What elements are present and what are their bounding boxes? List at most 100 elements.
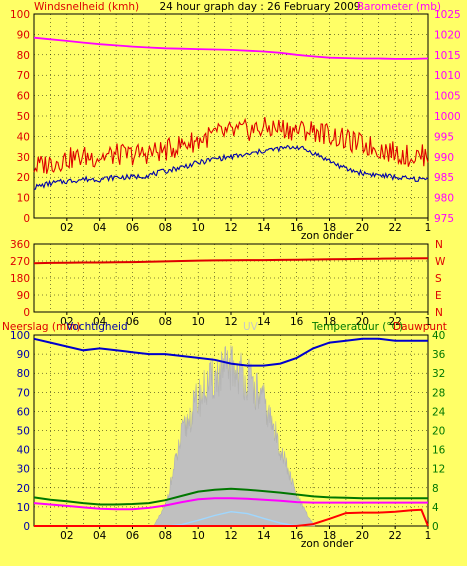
p1-x-tick-label: 16	[290, 222, 304, 234]
p2-x-tick-label: 20	[356, 316, 369, 328]
p1-sunset-annotation: zon onder	[301, 230, 354, 242]
p1-x-tick-label: 10	[191, 222, 204, 234]
p3-right-tick-label: 4	[432, 502, 439, 514]
p3-right-tick-label: 24	[432, 406, 446, 418]
p2-x-tick-label: 1	[425, 316, 432, 328]
p1-left-tick-label: 40	[17, 131, 30, 143]
p3-right-tick-label: 8	[432, 483, 439, 495]
p3-right-tick-label: 32	[432, 368, 445, 380]
p3-legend-label: Temperatuur (°C)	[311, 321, 403, 333]
p3-left-tick-label: 50	[17, 426, 30, 438]
p3-left-tick-label: 60	[17, 406, 30, 418]
p3-legend-label: Dauwpunt	[393, 321, 447, 333]
p3-x-tick-label: 22	[388, 530, 401, 542]
p2-left-tick-label: 180	[10, 273, 30, 285]
p3-solar-area	[153, 345, 316, 527]
p3-x-tick-label: 08	[159, 530, 172, 542]
p3-x-tick-label: 1	[425, 530, 432, 542]
p1-right-tick-label: 980	[434, 193, 454, 205]
p3-left-tick-label: 100	[10, 330, 30, 342]
p3-right-tick-label: 40	[432, 330, 445, 342]
p1-x-tick-label: 22	[388, 222, 401, 234]
p1-left-tick-label: 100	[10, 9, 30, 21]
p1-right-tick-label: 995	[434, 131, 454, 143]
p3-x-tick-label: 10	[191, 530, 204, 542]
p3-right-tick-label: 20	[432, 426, 445, 438]
p1-right-axis-title: Barometer (mb)	[357, 1, 441, 13]
p3-right-tick-label: 12	[432, 464, 445, 476]
p1-left-tick-label: 90	[17, 29, 30, 41]
p3-uv-line	[165, 510, 297, 527]
p1-barometer-line	[33, 36, 429, 60]
wind-barometer-panel: Windsnelheid (kmh) Barometer (mb)01020304…	[10, 1, 461, 242]
p3-legend-label: Vochtigheid	[66, 321, 128, 333]
p2-x-tick-label: 12	[224, 316, 237, 328]
p2-compass-label: E	[435, 290, 442, 302]
p2-left-tick-label: 360	[10, 239, 30, 251]
p1-right-tick-label: 985	[434, 172, 454, 184]
p2-x-tick-label: 06	[126, 316, 140, 328]
p2-x-tick-label: 04	[93, 316, 107, 328]
p1-left-tick-label: 10	[17, 193, 30, 205]
p1-x-tick-label: 12	[224, 222, 237, 234]
p3-temperature-line	[33, 487, 428, 506]
p2-left-tick-label: 90	[17, 290, 30, 302]
chart-title-group: 24 hour graph day : 26 February 2009	[160, 1, 361, 13]
p2-wind-direction-line	[33, 257, 429, 265]
p2-compass-label: N	[435, 307, 443, 319]
p2-compass-label: N	[435, 239, 443, 251]
p2-x-tick-label: 16	[290, 316, 304, 328]
p1-wind-gust-line	[33, 117, 429, 174]
p2-compass-label: S	[435, 273, 442, 285]
p3-right-tick-label: 16	[432, 445, 446, 457]
p1-left-axis-title: Windsnelheid (kmh)	[34, 1, 139, 13]
p3-left-tick-label: 80	[17, 368, 30, 380]
p3-left-tick-label: 20	[17, 483, 30, 495]
p1-right-tick-label: 1015	[434, 50, 461, 62]
p3-x-tick-label: 02	[60, 530, 73, 542]
p1-x-tick-label: 18	[323, 222, 336, 234]
p1-left-tick-label: 70	[17, 70, 30, 82]
p3-left-tick-label: 0	[23, 521, 30, 533]
p2-compass-label: W	[435, 256, 446, 268]
p3-legend-label: Neerslag (mm)	[2, 321, 81, 333]
p3-x-tick-label: 12	[224, 530, 237, 542]
p3-right-tick-label: 0	[432, 521, 439, 533]
p3-x-tick-label: 06	[126, 530, 140, 542]
p2-x-tick-label: 02	[60, 316, 73, 328]
p3-left-tick-label: 30	[17, 464, 30, 476]
p1-right-tick-label: 1000	[434, 111, 461, 123]
rain-humidity-temperature-panel: Neerslag (mm)Vochtigheid UV Temperatuur (°…	[2, 321, 447, 550]
p1-right-tick-label: 990	[434, 152, 454, 164]
p2-x-tick-label: 08	[159, 316, 172, 328]
p3-humidity-line	[33, 337, 428, 367]
p3-x-tick-label: 18	[323, 530, 336, 542]
p1-right-tick-label: 1005	[434, 91, 461, 103]
p1-right-tick-label: 1025	[434, 9, 461, 21]
p1-left-tick-label: 20	[17, 172, 30, 184]
p3-left-tick-label: 70	[17, 387, 30, 399]
p2-x-tick-label: 10	[191, 316, 204, 328]
chart-title: 24 hour graph day : 26 February 2009	[160, 1, 361, 13]
p3-x-tick-label: 16	[290, 530, 304, 542]
p1-wind-avg-line	[33, 144, 429, 190]
p3-x-tick-label: 20	[356, 530, 369, 542]
p1-x-tick-label: 02	[60, 222, 73, 234]
p1-x-tick-label: 08	[159, 222, 172, 234]
p1-left-tick-label: 60	[17, 91, 30, 103]
p1-left-tick-label: 0	[23, 213, 30, 225]
p1-left-tick-label: 80	[17, 50, 30, 62]
p3-dewpoint-line	[33, 497, 428, 511]
p1-x-tick-label: 20	[356, 222, 369, 234]
p1-x-tick-label: 04	[93, 222, 107, 234]
p1-x-tick-label: 1	[425, 222, 432, 234]
p3-left-tick-label: 90	[17, 349, 30, 361]
p3-legend-label: UV	[243, 321, 259, 333]
p2-x-tick-label: 14	[257, 316, 271, 328]
p1-right-tick-label: 1010	[434, 70, 461, 82]
p3-right-tick-label: 28	[432, 387, 445, 399]
p3-x-tick-label: 04	[93, 530, 107, 542]
p2-left-tick-label: 270	[10, 256, 30, 268]
